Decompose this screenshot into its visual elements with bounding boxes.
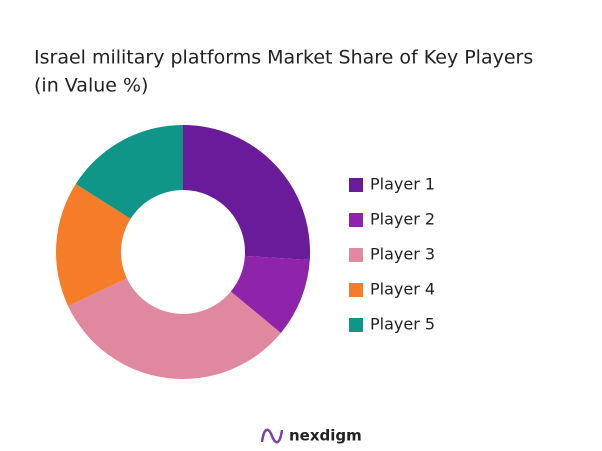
donut-slice xyxy=(75,125,183,219)
logo-icon xyxy=(260,428,284,444)
legend-swatch xyxy=(349,248,363,262)
legend-label: Player 5 xyxy=(370,315,435,334)
legend-swatch xyxy=(349,283,363,297)
donut-slice xyxy=(230,255,310,333)
legend-swatch xyxy=(349,213,363,227)
legend-label: Player 3 xyxy=(370,245,435,264)
chart-title: Israel military platforms Market Share o… xyxy=(34,47,533,69)
donut-slice xyxy=(68,278,281,380)
legend-swatch xyxy=(349,178,363,192)
chart-title: (in Value %) xyxy=(34,75,148,97)
legend-label: Player 2 xyxy=(370,210,435,229)
donut-slice xyxy=(183,125,310,260)
legend-swatch xyxy=(349,318,363,332)
logo-text: nexdigm xyxy=(289,427,362,445)
legend-label: Player 1 xyxy=(370,175,435,194)
donut-slice xyxy=(56,183,131,307)
legend-label: Player 4 xyxy=(370,280,435,299)
logo: nexdigm xyxy=(260,427,362,445)
